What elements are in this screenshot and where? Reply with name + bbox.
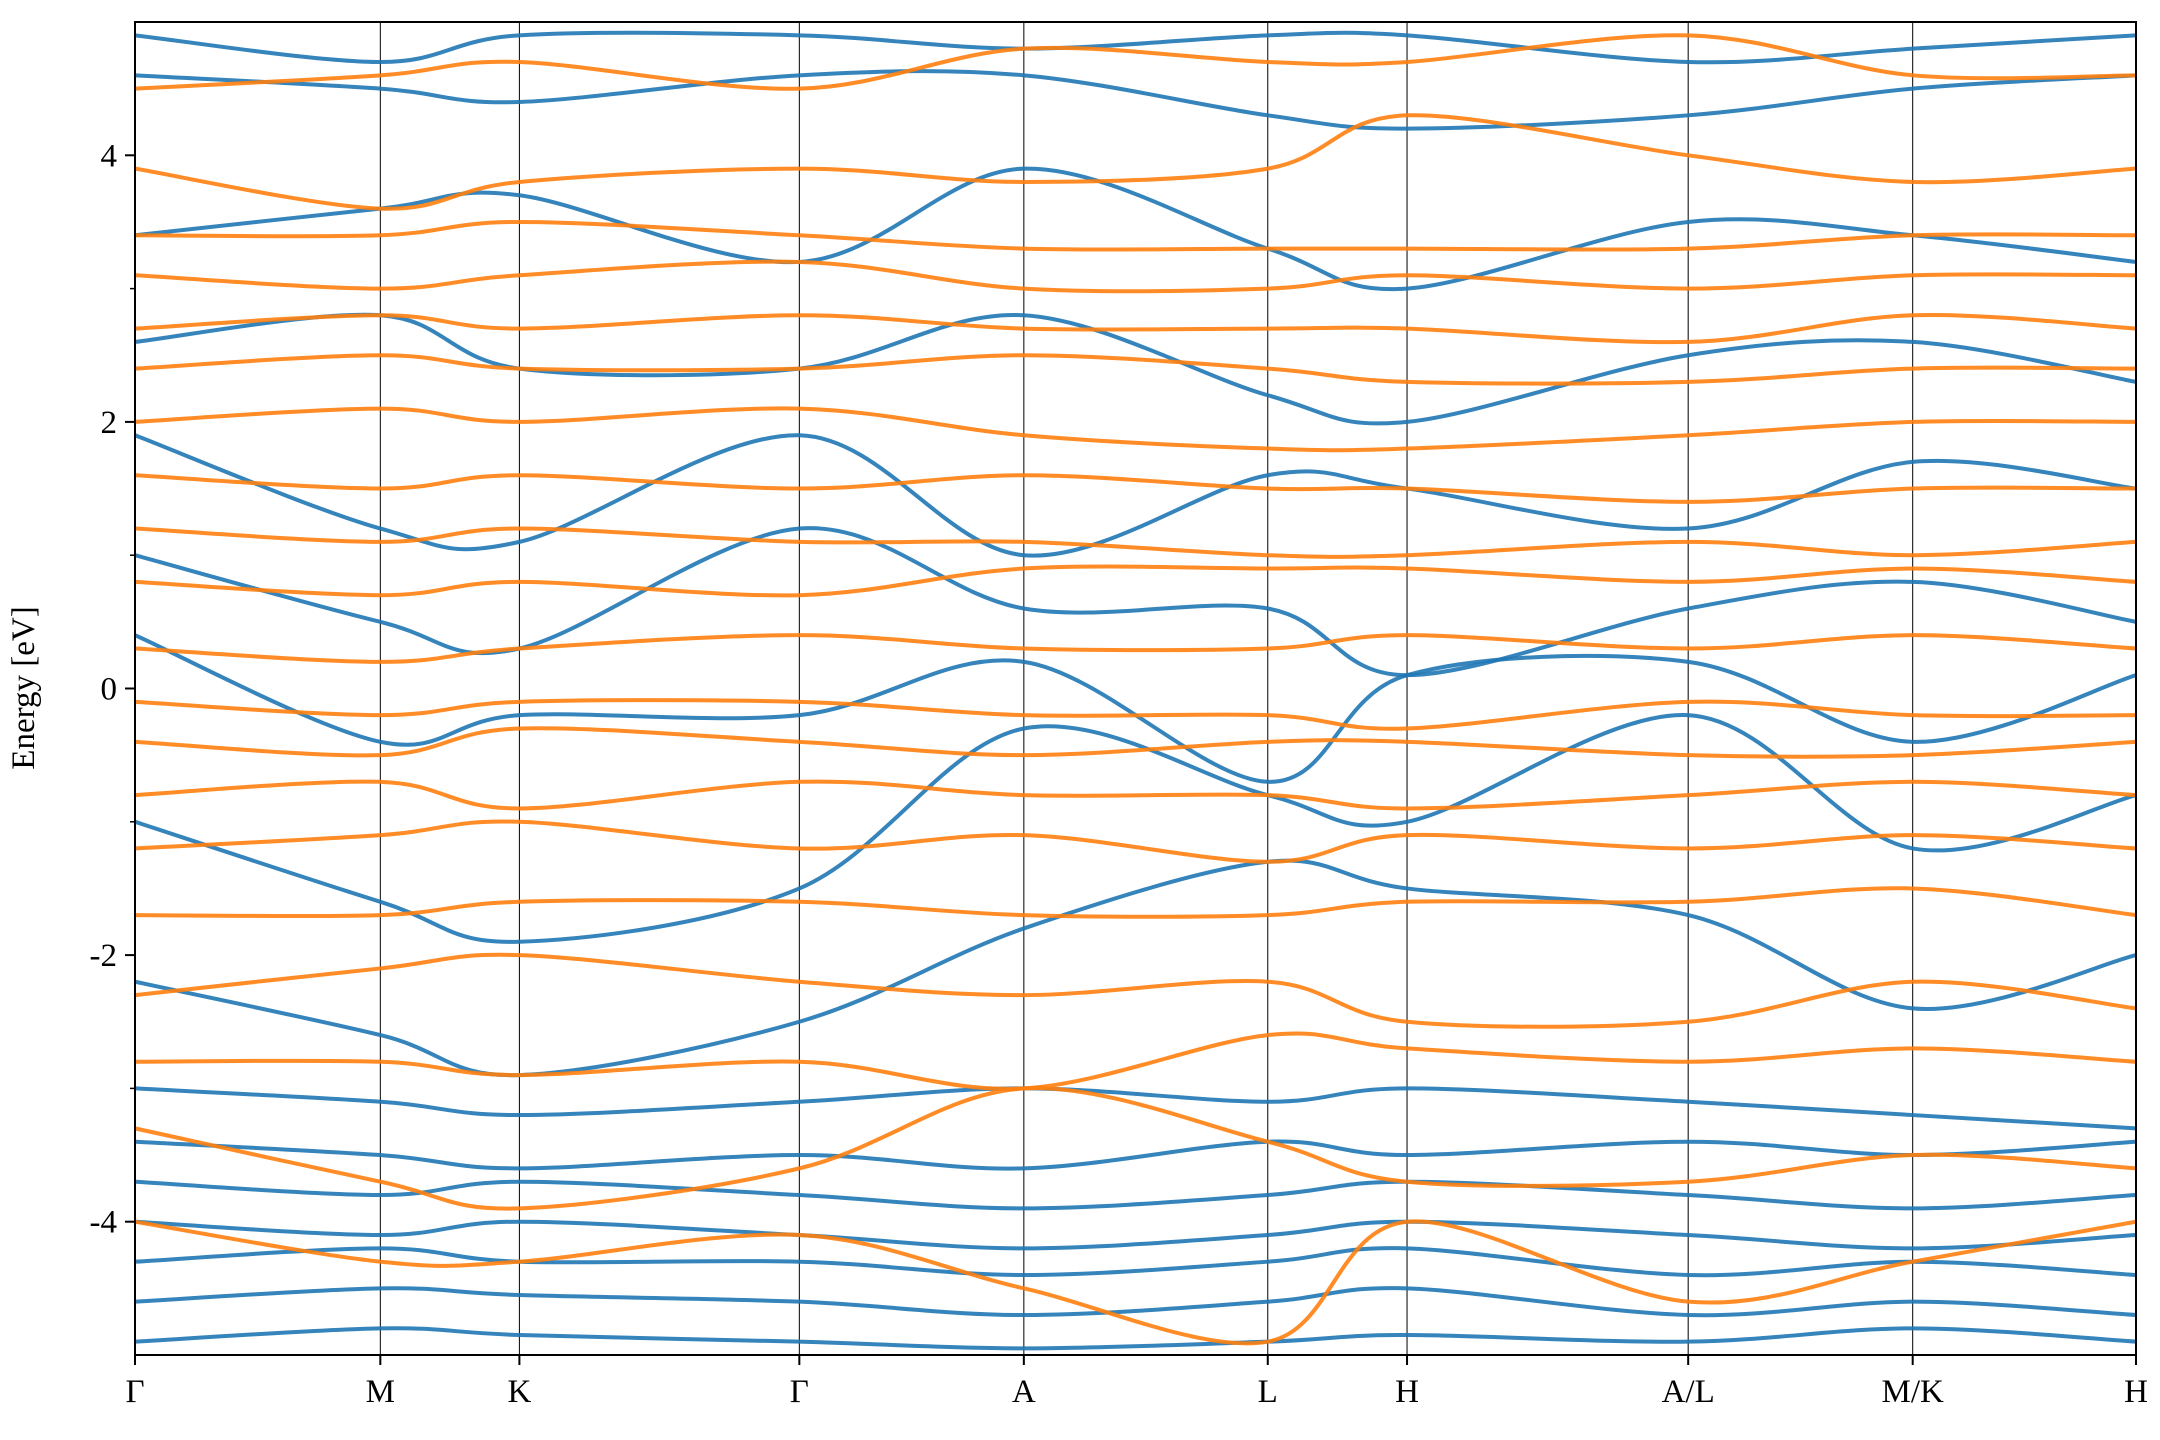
band (135, 33, 2136, 91)
x-tick-label: H (1395, 1374, 1419, 1410)
band (135, 113, 2136, 211)
x-tick-label: Γ (790, 1374, 809, 1410)
band (135, 858, 2136, 1078)
band (135, 633, 2136, 784)
grid-layer (134, 22, 2137, 1355)
bands-layer (135, 30, 2136, 1351)
band (135, 1179, 2136, 1211)
y-tick-label: -2 (90, 938, 118, 974)
y-tick-label: -4 (90, 1205, 118, 1241)
band (135, 526, 2136, 559)
x-tick-label: Γ (125, 1374, 144, 1410)
band (135, 1326, 2136, 1351)
band (135, 526, 2136, 678)
band (135, 698, 2136, 731)
band (135, 219, 2136, 252)
band (135, 1086, 2136, 1211)
y-tick-label: 2 (101, 405, 118, 441)
y-tick-label: 4 (101, 138, 118, 174)
band (135, 313, 2136, 345)
band (135, 1219, 2136, 1251)
band (135, 779, 2136, 811)
band (135, 1086, 2136, 1131)
band (135, 633, 2136, 664)
band (135, 726, 2136, 759)
band (135, 1246, 2136, 1278)
band (135, 259, 2136, 294)
y-tick-label: 0 (101, 672, 118, 708)
x-tick-label: A (1012, 1374, 1036, 1410)
band (135, 952, 2136, 1029)
band (135, 406, 2136, 453)
x-tick-label: K (507, 1374, 531, 1410)
x-tick-label: L (1258, 1374, 1278, 1410)
band (135, 30, 2136, 65)
axes-layer: Γ M K Γ A L H A/L M/K H -4 -2 0 2 4 (90, 138, 2148, 1410)
band (135, 564, 2136, 598)
band (135, 69, 2136, 131)
band (135, 886, 2136, 919)
band (135, 312, 2136, 426)
band (135, 819, 2136, 864)
x-tick-label: M (366, 1374, 395, 1410)
x-tick-label: A/L (1662, 1374, 1715, 1410)
band (135, 1286, 2136, 1318)
band (135, 1139, 2136, 1171)
plot-frame (134, 21, 2137, 1356)
y-axis-label: Energy [eV] (6, 606, 42, 769)
band (135, 473, 2136, 504)
band (135, 1031, 2136, 1091)
x-tick-label: H (2124, 1374, 2148, 1410)
band (135, 353, 2136, 386)
x-tick-label: M/K (1882, 1374, 1945, 1410)
band (135, 1219, 2136, 1346)
